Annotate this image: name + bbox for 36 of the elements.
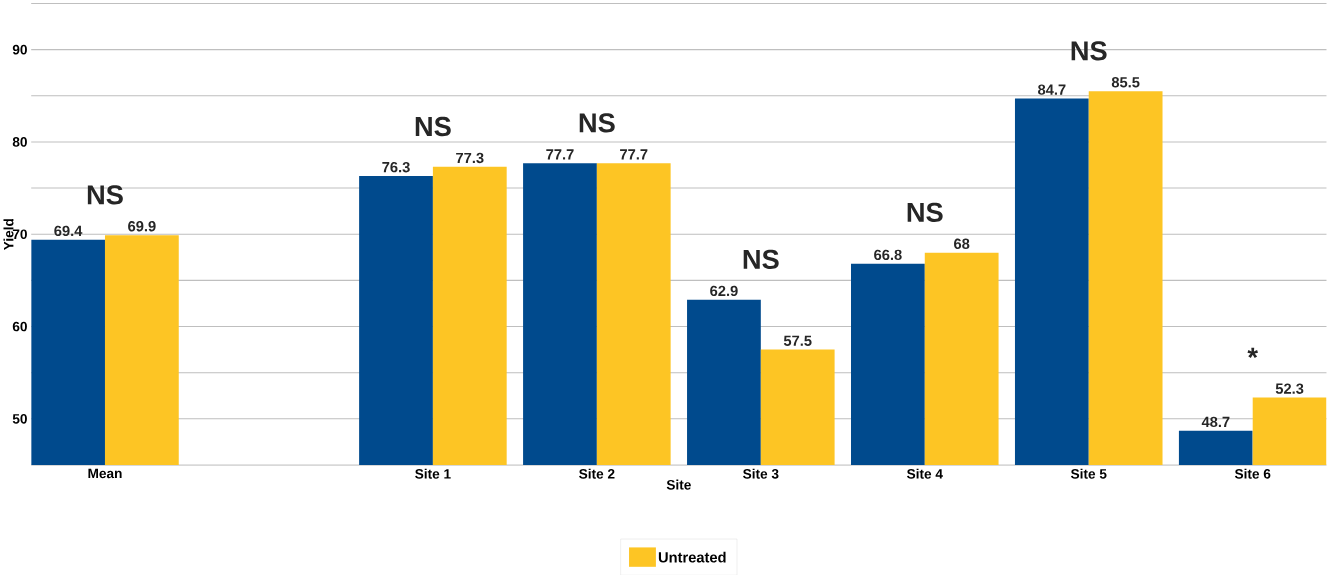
- data-label: 57.5: [783, 335, 812, 346]
- y-tick-label: 80: [12, 136, 27, 147]
- data-label: 84.7: [1038, 84, 1066, 95]
- annotation: NS: [743, 249, 779, 269]
- x-tick-label: Site 2: [579, 468, 615, 479]
- annotation: NS: [579, 112, 615, 133]
- x-tick-label: Site 4: [906, 468, 943, 479]
- data-label: 52.3: [1275, 383, 1304, 394]
- y-tick-label: 60: [12, 321, 27, 332]
- x-tick-label: Site 6: [1234, 468, 1271, 479]
- annotation: NS: [87, 184, 123, 205]
- y-tick-label: 70: [12, 229, 27, 239]
- data-label: 48.7: [1201, 416, 1230, 427]
- x-tick-label: Site 3: [743, 468, 779, 479]
- x-tick-label: Site 1: [415, 468, 451, 479]
- data-label: 69.9: [128, 220, 156, 232]
- y-tick-label: 90: [12, 44, 27, 55]
- data-label: 68: [954, 238, 970, 249]
- annotation: NS: [907, 202, 943, 222]
- x-axis-title: Site: [666, 479, 691, 490]
- y-tick-label: 50: [12, 413, 27, 424]
- annotation: *: [1247, 347, 1258, 358]
- data-label: 85.5: [1111, 76, 1140, 88]
- x-tick-label: Site 5: [1070, 468, 1107, 479]
- annotation: NS: [415, 116, 451, 136]
- data-label: 62.9: [710, 285, 738, 296]
- x-tick-label: Mean: [88, 468, 122, 478]
- data-label: 69.4: [54, 225, 83, 236]
- y-axis-title: Yield: [3, 218, 14, 250]
- data-label: 66.8: [874, 249, 902, 260]
- data-label: 77.3: [456, 152, 484, 163]
- data-label: 76.3: [382, 161, 410, 173]
- data-label: 77.7: [620, 149, 648, 160]
- legend-label: Untreated: [658, 551, 726, 563]
- data-label: 77.7: [546, 149, 574, 160]
- annotation: NS: [1071, 40, 1107, 61]
